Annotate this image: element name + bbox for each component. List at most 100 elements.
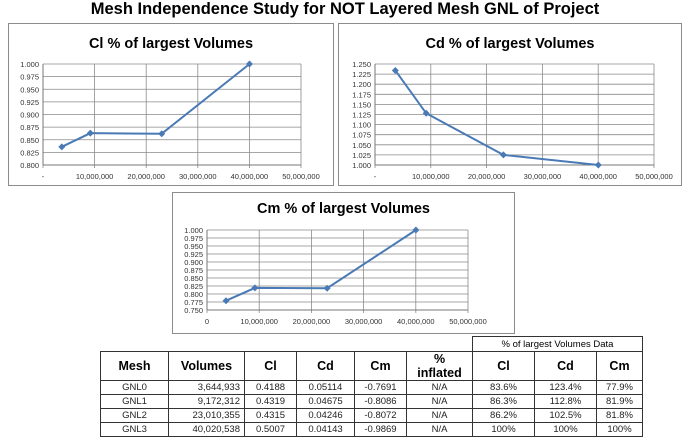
series-line — [61, 63, 251, 148]
table-cell: 77.9% — [596, 380, 643, 395]
y-tick-label: 0.800 — [184, 290, 203, 299]
column-header: Cd — [296, 351, 355, 381]
table-cell: GNL3 — [100, 422, 169, 437]
x-tick-label: 40,000,000 — [231, 172, 269, 181]
table-cell: 0.5007 — [244, 422, 297, 437]
y-tick-label: 0.875 — [184, 266, 203, 275]
data-point-marker — [422, 109, 430, 117]
y-tick-label: 1.200 — [352, 80, 371, 89]
y-tick-label: 0.775 — [184, 298, 203, 307]
table-cell: -0.7691 — [354, 380, 407, 395]
y-tick-label: 0.875 — [20, 123, 39, 132]
table-cell: GNL0 — [100, 380, 169, 395]
table-row: GNL0 3,644,933 0.4188 0.05114 -0.7691 N/A 83.6… — [100, 380, 643, 395]
y-tick-label: 1.050 — [352, 141, 371, 150]
column-header: % inflated — [406, 351, 473, 381]
x-tick-label: 20,000,000 — [127, 172, 165, 181]
y-tick-label: 0.850 — [20, 136, 39, 145]
cm-chart: Cm % of largest Volumes 0.750 0.775 0.800 0… — [172, 192, 515, 334]
table-cell: -0.8072 — [354, 408, 407, 423]
table-cell: 81.8% — [596, 408, 643, 423]
y-tick-label: 0.925 — [184, 250, 203, 259]
y-tick-label: 1.025 — [352, 151, 371, 160]
x-tick-label: 50,000,000 — [449, 317, 487, 326]
data-point-marker — [594, 161, 602, 169]
table-cell: 0.4319 — [244, 394, 297, 409]
x-tick-label: 10,000,000 — [240, 317, 278, 326]
y-tick-label: 0.975 — [20, 73, 39, 82]
results-table: % of largest Volumes Data Mesh Volumes Cl C… — [100, 336, 643, 437]
y-tick-label: 0.925 — [20, 98, 39, 107]
x-tick-label: 20,000,000 — [293, 317, 331, 326]
table-cell: GNL2 — [100, 408, 169, 423]
page-title: Mesh Independence Study for NOT Layered … — [90, 0, 600, 18]
y-tick-label: 0.950 — [184, 242, 203, 251]
y-tick-label: 1.000 — [20, 60, 39, 69]
x-tick-label: 30,000,000 — [345, 317, 383, 326]
table-cell: 9,172,312 — [168, 394, 245, 409]
y-tick-label: 0.750 — [184, 306, 203, 315]
chart-title: Cm % of largest Volumes — [257, 201, 430, 217]
data-point-marker — [86, 129, 94, 137]
table-cell: N/A — [406, 380, 473, 395]
y-tick-label: 0.800 — [20, 161, 39, 170]
table-row: GNL2 23,010,355 0.4315 0.04246 -0.8072 N/A 86.… — [100, 408, 643, 423]
table-cell: 100% — [534, 422, 597, 437]
group-header: % of largest Volumes Data — [472, 336, 643, 352]
table-cell: 102.5% — [534, 408, 597, 423]
cd-chart: Cd % of largest Volumes 1.000 1.025 1.050 1… — [338, 23, 682, 186]
column-header: Cl — [472, 351, 535, 381]
column-header: Cl — [244, 351, 297, 381]
y-tick-label: 0.950 — [20, 85, 39, 94]
x-tick-label: 10,000,000 — [412, 172, 450, 181]
table-cell: 112.8% — [534, 394, 597, 409]
y-tick-label: 1.125 — [352, 111, 371, 120]
table-cell: 100% — [472, 422, 535, 437]
x-tick-label: 30,000,000 — [179, 172, 217, 181]
table-cell: 0.04246 — [296, 408, 355, 423]
table-row: GNL3 40,020,538 0.5007 0.04143 -0.9869 N/A 100… — [100, 422, 643, 437]
x-tick-label: - — [42, 172, 45, 181]
y-tick-label: 0.825 — [184, 282, 203, 291]
series-line — [225, 229, 417, 302]
table-cell: 0.4315 — [244, 408, 297, 423]
table-cell: 3,644,933 — [168, 380, 245, 395]
table-cell: N/A — [406, 422, 473, 437]
y-tick-label: 0.850 — [184, 274, 203, 283]
table-cell: GNL1 — [100, 394, 169, 409]
data-point-marker — [222, 297, 230, 305]
data-point-marker — [246, 60, 254, 68]
table-cell: 0.4188 — [244, 380, 297, 395]
table-cell: 0.04143 — [296, 422, 355, 437]
table-cell: 83.6% — [472, 380, 535, 395]
chart-title: Cl % of largest Volumes — [88, 36, 254, 52]
table-cell: 100% — [596, 422, 643, 437]
cl-chart: Cl % of largest Volumes 0.800 0.825 0.850 0… — [8, 23, 334, 186]
series-line — [394, 69, 599, 166]
table-cell: 0.04675 — [296, 394, 355, 409]
table-cell: -0.8086 — [354, 394, 407, 409]
x-tick-label: 50,000,000 — [282, 172, 320, 181]
data-point-marker — [499, 151, 507, 159]
column-header: Cd — [534, 351, 597, 381]
x-tick-label: 20,000,000 — [468, 172, 506, 181]
y-tick-label: 1.000 — [184, 226, 203, 235]
data-point-marker — [58, 143, 66, 151]
table-cell: N/A — [406, 408, 473, 423]
table-cell: 81.9% — [596, 394, 643, 409]
table-cell: 86.2% — [472, 408, 535, 423]
column-header: Mesh — [100, 351, 169, 381]
y-tick-label: 1.100 — [352, 121, 371, 130]
x-tick-label: 50,000,000 — [635, 172, 673, 181]
x-tick-label: - — [374, 172, 377, 181]
table-row: GNL1 9,172,312 0.4319 0.04675 -0.8086 N/A 86.3… — [100, 394, 643, 409]
x-tick-label: 0 — [205, 317, 209, 326]
data-point-marker — [391, 66, 399, 74]
y-tick-label: 0.825 — [20, 148, 39, 157]
data-point-marker — [251, 284, 259, 292]
x-tick-label: 40,000,000 — [579, 172, 617, 181]
table-cell: N/A — [406, 394, 473, 409]
table-cell: 40,020,538 — [168, 422, 245, 437]
chart-title: Cd % of largest Volumes — [425, 36, 595, 52]
column-header: Cm — [596, 351, 643, 381]
